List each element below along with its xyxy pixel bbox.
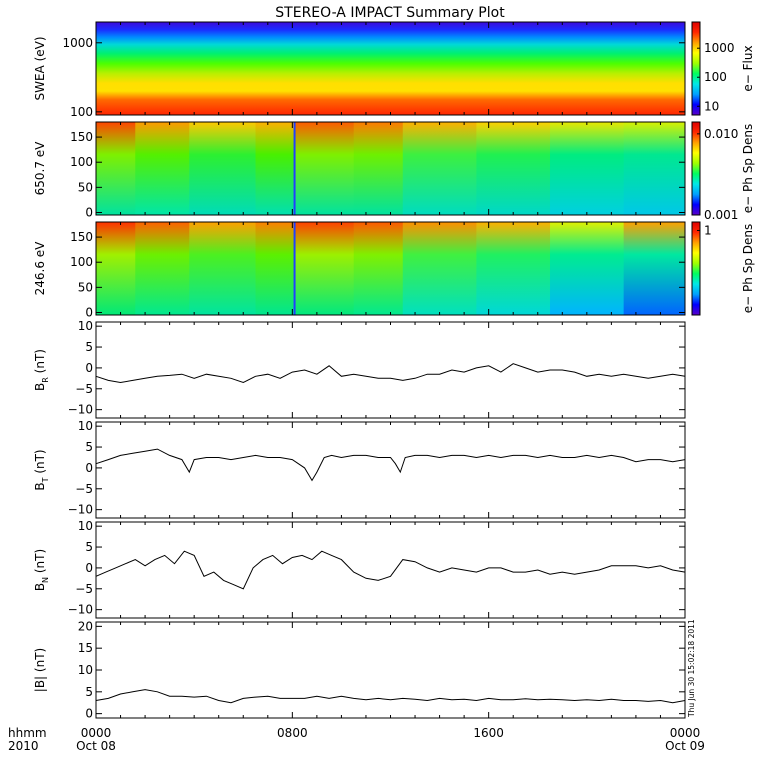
colorbar-tick-label: 0.010 (704, 127, 738, 141)
pad-segment (623, 122, 686, 215)
y-tick-label: −5 (75, 482, 93, 496)
y-tick-label: 100 (70, 105, 93, 119)
y-tick-label: 10 (78, 519, 93, 533)
swea-spectrogram (96, 22, 685, 115)
y-tick-label: −10 (68, 603, 93, 617)
pad-segment (135, 122, 190, 215)
y-tick-label: 0 (85, 361, 93, 375)
y-tick-label: 0 (85, 561, 93, 575)
pad-segment (353, 122, 404, 215)
y-tick-label: 100 (70, 255, 93, 269)
y-tick-label: 100 (70, 155, 93, 169)
y-tick-label: 1000 (62, 36, 93, 50)
panel-pad-650: 0 50 100 150 650.7 eV 0.001 0.010 e− Ph Sp Dens (33, 121, 755, 222)
y-tick-label: 50 (78, 180, 93, 194)
y-tick-label: 0 (85, 461, 93, 475)
colorbar-tick-label: 1000 (704, 41, 735, 55)
colorbar (691, 221, 701, 316)
y-tick-label: 5 (85, 685, 93, 699)
pad-segment (135, 222, 190, 315)
y-axis-label: BR (nT) (33, 349, 50, 391)
y-axis-label: SWEA (eV) (33, 36, 47, 100)
y-tick-label: 0 (85, 707, 93, 721)
colorbar-label: e− Flux (741, 45, 755, 91)
panel-frame (95, 621, 686, 719)
panel-bn: −10 −5 0 5 10 BN (nT) (33, 519, 686, 619)
pad-segment (255, 222, 295, 315)
series-line (95, 550, 686, 590)
y-tick-label: 20 (78, 619, 93, 633)
colorbar-tick-label: 0.001 (704, 208, 738, 222)
y-tick-label: 10 (78, 419, 93, 433)
figure-title: STEREO-A IMPACT Summary Plot (275, 5, 505, 21)
y-tick-label: 5 (85, 440, 93, 454)
colorbar-tick-label: 1 (704, 223, 712, 237)
data-gap (293, 122, 296, 215)
year-label: 2010 (8, 739, 39, 753)
y-tick-label: −10 (68, 503, 93, 517)
pad-segment (295, 222, 355, 315)
pad-segment (402, 222, 477, 315)
y-axis-label: 246.6 eV (33, 241, 47, 296)
pad-segment (550, 122, 625, 215)
panel-bt: −10 −5 0 5 10 BT (nT) (33, 419, 686, 519)
y-tick-label: 50 (78, 280, 93, 294)
y-axis-label: BT (nT) (33, 449, 50, 490)
y-tick-label: 10 (78, 319, 93, 333)
colorbar-tick-label: 10 (704, 99, 719, 113)
pad-segment (402, 122, 477, 215)
y-tick-label: 15 (78, 641, 93, 655)
y-tick-label: 0 (85, 305, 93, 319)
time-axis-unit-label: hhmm (8, 726, 47, 740)
y-tick-label: 0 (85, 205, 93, 219)
colorbar-tick-label: 100 (704, 70, 727, 84)
time-tick-label: 0000 (81, 726, 112, 740)
time-tick-label: 1600 (473, 726, 504, 740)
colorbar (691, 121, 701, 216)
panel-br: −10 −5 0 5 10 BR (nT) (33, 319, 686, 419)
colorbar-label: e− Ph Sp Dens (741, 224, 755, 313)
y-tick-label: −5 (75, 382, 93, 396)
series-line (95, 448, 686, 482)
y-axis-label: |B| (nT) (33, 648, 47, 692)
pad-segment (96, 222, 136, 315)
pad-segment (255, 122, 295, 215)
panel-bmag: 0 5 10 15 20 |B| (nT) (33, 619, 686, 721)
time-tick-label: 0000 (670, 726, 701, 740)
y-tick-label: 10 (78, 663, 93, 677)
pad-segment (476, 122, 551, 215)
pad-segment (623, 222, 686, 315)
panel-frame (95, 421, 686, 519)
pad-segment (550, 222, 625, 315)
y-tick-label: 150 (70, 130, 93, 144)
colorbar (691, 21, 701, 116)
y-tick-label: −10 (68, 403, 93, 417)
colorbar-label: e− Ph Sp Dens (741, 124, 755, 213)
panel-swea: 100 1000 SWEA (eV) 10 100 1000 e− Flux (33, 21, 755, 119)
y-tick-label: −5 (75, 582, 93, 596)
pad-segment (353, 222, 404, 315)
y-tick-label: 5 (85, 340, 93, 354)
pad-segment (295, 122, 355, 215)
plot-timestamp: Thu Jun 30 15:02:18 2011 (687, 619, 696, 718)
time-tick-label: 0800 (277, 726, 308, 740)
y-tick-label: 5 (85, 540, 93, 554)
series-line (95, 689, 686, 704)
y-axis-label: 650.7 eV (33, 141, 47, 196)
pad-segment (189, 222, 257, 315)
date-tick-label: Oct 09 (665, 739, 705, 753)
pad-segment (476, 222, 551, 315)
panel-pad-246: 0 50 100 150 246.6 eV 1 e− Ph Sp Dens (33, 221, 755, 319)
y-tick-label: 150 (70, 230, 93, 244)
panel-frame (95, 321, 686, 419)
pad-segment (189, 122, 257, 215)
data-gap (293, 222, 296, 315)
y-axis-label: BN (nT) (33, 549, 50, 591)
pad-segment (96, 122, 136, 215)
series-line (95, 363, 686, 384)
date-tick-label: Oct 08 (76, 739, 116, 753)
